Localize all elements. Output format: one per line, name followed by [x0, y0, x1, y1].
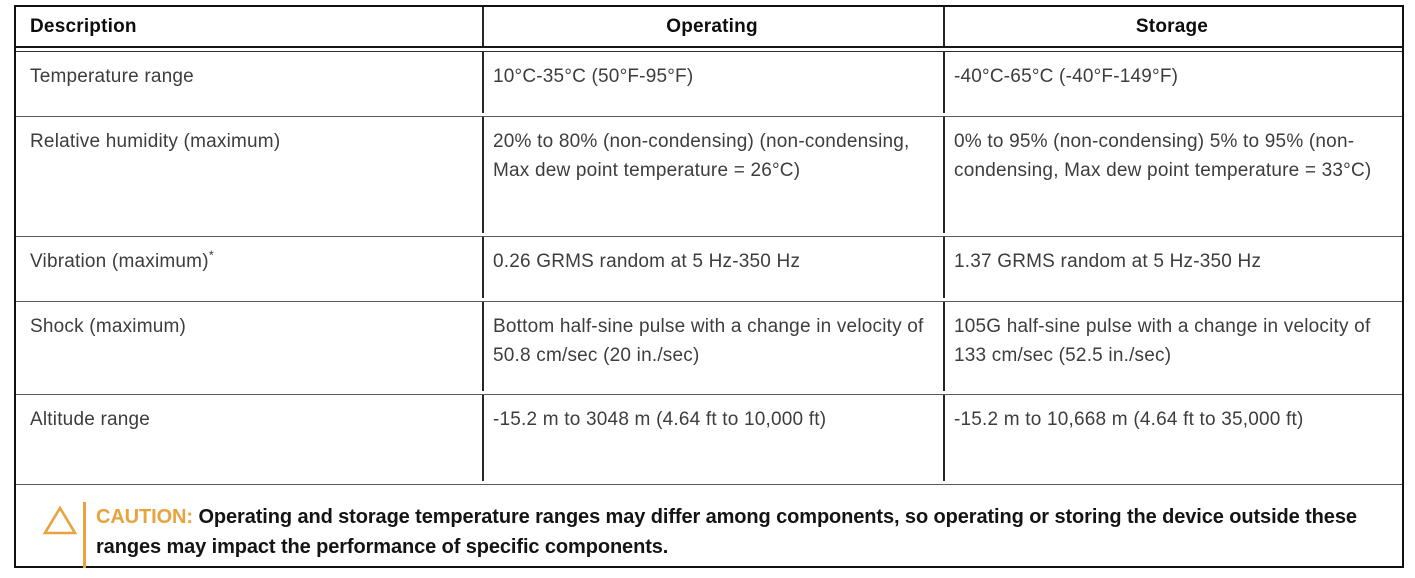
- table-header-row: Description Operating Storage: [16, 7, 1402, 48]
- cell-description: Relative humidity (maximum): [30, 131, 281, 152]
- cell-storage: -15.2 m to 10,668 m (4.64 ft to 35,000 f…: [943, 395, 1402, 481]
- caution-note: CAUTION: Operating and storage temperatu…: [16, 484, 1402, 578]
- cell-description: Vibration (maximum)*: [16, 237, 482, 298]
- cell-operating: 10°C-35°C (50°F-95°F): [482, 52, 943, 113]
- cell-operating: Bottom half-sine pulse with a change in …: [482, 302, 943, 391]
- header-description: Description: [30, 16, 137, 37]
- cell-operating: 0.26 GRMS random at 5 Hz-350 Hz: [482, 237, 943, 298]
- cell-description: Altitude range: [30, 409, 151, 430]
- cell-storage: 105G half-sine pulse with a change in ve…: [943, 302, 1402, 391]
- table-row-temperature: Temperature range 10°C-35°C (50°F-95°F) …: [16, 51, 1402, 113]
- caution-label: CAUTION:: [96, 506, 193, 528]
- cell-operating: -15.2 m to 3048 m (4.64 ft to 10,000 ft): [482, 395, 943, 481]
- header-storage: Storage: [943, 7, 1402, 46]
- caution-text: Operating and storage temperature ranges…: [96, 506, 1357, 558]
- table-body: Temperature range 10°C-35°C (50°F-95°F) …: [16, 48, 1402, 481]
- footnote-marker: *: [208, 247, 214, 263]
- table-row-vibration: Vibration (maximum)* 0.26 GRMS random at…: [16, 236, 1402, 298]
- header-operating: Operating: [482, 7, 943, 46]
- cell-description-text: Vibration (maximum): [30, 251, 209, 272]
- table-row-altitude: Altitude range -15.2 m to 3048 m (4.64 f…: [16, 394, 1402, 481]
- table-row-shock: Shock (maximum) Bottom half-sine pulse w…: [16, 301, 1402, 391]
- cell-storage: -40°C-65°C (-40°F-149°F): [943, 52, 1402, 113]
- caution-triangle-icon: [42, 505, 78, 535]
- caution-text-block: CAUTION: Operating and storage temperatu…: [83, 502, 1376, 568]
- cell-description: Temperature range: [30, 66, 194, 87]
- cell-description: Shock (maximum): [30, 316, 187, 337]
- cell-operating: 20% to 80% (non-condensing) (non-condens…: [482, 117, 943, 233]
- spec-table: Description Operating Storage Temperatur…: [14, 5, 1404, 568]
- cell-storage: 1.37 GRMS random at 5 Hz-350 Hz: [943, 237, 1402, 298]
- table-row-humidity: Relative humidity (maximum) 20% to 80% (…: [16, 116, 1402, 233]
- cell-storage: 0% to 95% (non-condensing) 5% to 95% (no…: [943, 117, 1402, 233]
